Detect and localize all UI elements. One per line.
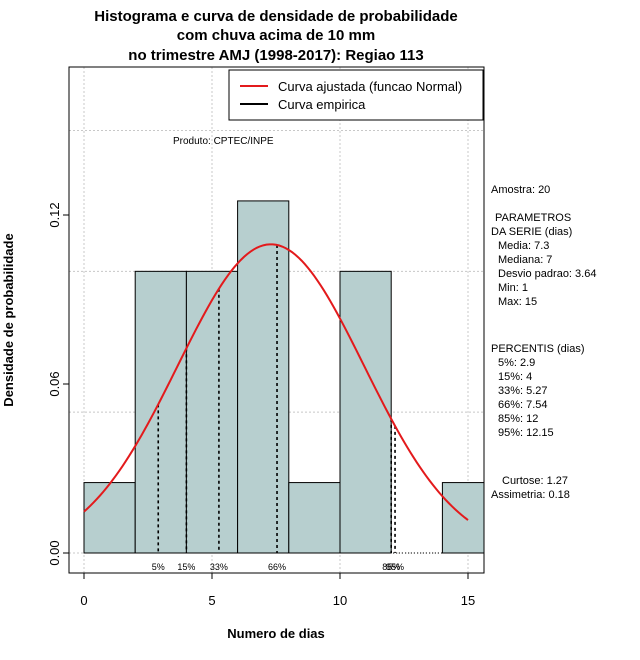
percentile-lines: 5% 15% 33% 66% 85%95% (152, 244, 404, 572)
chart-title-line-1: Histograma e curva de densidade de proba… (94, 8, 457, 25)
product-annotation: Produto: CPTEC/INPE (173, 136, 274, 147)
histogram-bar (237, 200, 290, 554)
y-tick-label: 0.06 (47, 371, 62, 396)
y-tick-label: 0.00 (47, 540, 62, 565)
percentile-95: 95%: 12.15 (498, 427, 554, 439)
legend-label-empirical: Curva empirica (278, 97, 366, 112)
percentile-5: 5%: 2.9 (498, 357, 535, 369)
param-min: Min: 1 (498, 282, 528, 294)
param-desvio: Desvio padrao: 3.64 (498, 268, 596, 280)
percentile-85: 85%: 12 (498, 413, 538, 425)
x-tick-label: 15 (461, 593, 475, 608)
side-panel: Amostra: 20 PARAMETROS DA SERIE (dias) M… (491, 184, 596, 501)
kurtosis: Curtose: 1.27 (502, 475, 568, 487)
axes-layer: 0 5 10 15 0.00 0.06 0.12 (47, 66, 485, 608)
y-tick-label: 0.12 (47, 202, 62, 227)
skewness: Assimetria: 0.18 (491, 489, 570, 501)
histogram-bar (441, 482, 485, 554)
percentile-label: 95% (386, 562, 404, 572)
percentile-15: 15%: 4 (498, 371, 532, 383)
legend: Curva ajustada (funcao Normal) Curva emp… (228, 69, 484, 121)
y-axis-label: Densidade de probabilidade (1, 233, 16, 406)
chart-title-line-2: com chuva acima de 10 mm (177, 27, 375, 44)
normal-curve-layer (83, 243, 469, 521)
percentile-label: 85% (382, 562, 400, 572)
percentiles-title: PERCENTIS (dias) (491, 343, 585, 355)
percentile-label: 5% (152, 562, 165, 572)
x-tick-label: 0 (80, 593, 87, 608)
x-tick-label: 10 (333, 593, 347, 608)
legend-box (228, 69, 484, 121)
histogram-bar (134, 270, 187, 554)
x-tick-label: 5 (208, 593, 215, 608)
percentile-33: 33%: 5.27 (498, 385, 548, 397)
histogram-bar (288, 482, 341, 554)
histogram-bar (83, 482, 136, 554)
legend-label-fit: Curva ajustada (funcao Normal) (278, 79, 462, 94)
parameters-title: PARAMETROS (495, 212, 571, 224)
sample-size: Amostra: 20 (491, 184, 550, 196)
bars-layer (83, 200, 485, 554)
histogram-bar (339, 270, 392, 554)
param-max: Max: 15 (498, 296, 537, 308)
plot-frame (68, 66, 485, 574)
param-mediana: Mediana: 7 (498, 254, 552, 266)
histogram-bar (185, 270, 239, 554)
percentile-66: 66%: 7.54 (498, 399, 548, 411)
chart-title-line-3: no trimestre AMJ (1998-2017): Regiao 113 (128, 47, 423, 64)
percentile-label: 66% (268, 562, 286, 572)
x-axis-label: Numero de dias (227, 626, 325, 641)
param-media: Media: 7.3 (498, 240, 549, 252)
percentile-label: 33% (210, 562, 228, 572)
percentile-label: 15% (177, 562, 195, 572)
normal-fit-curve (83, 243, 469, 521)
parameters-subtitle: DA SERIE (dias) (491, 226, 572, 238)
